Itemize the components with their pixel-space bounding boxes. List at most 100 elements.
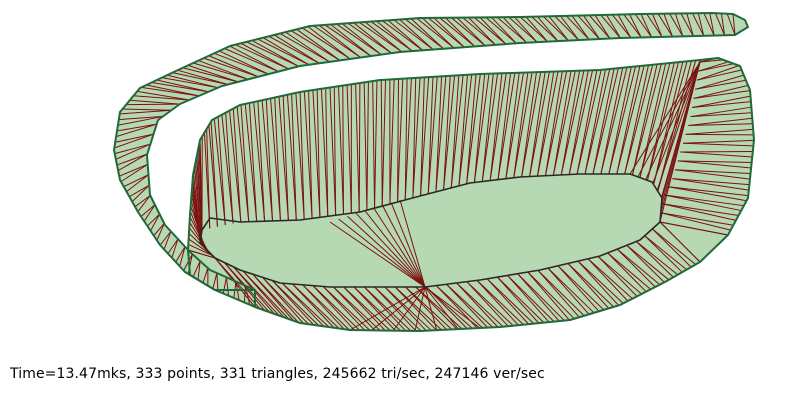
- body-triangle-edge: [299, 91, 305, 220]
- body-triangle-edge: [636, 241, 679, 276]
- band-triangle-edge: [268, 35, 320, 64]
- left-edge: [187, 249, 216, 259]
- body-triangle-edge: [427, 76, 434, 194]
- band-triangle-edge: [153, 223, 165, 236]
- body-triangle-edge: [584, 69, 606, 175]
- band-triangle-edge: [193, 62, 249, 80]
- band-triangle-edge: [213, 52, 269, 75]
- body-triangle-edge: [567, 263, 610, 309]
- body-triangle-edge: [576, 69, 602, 175]
- right-edge: [663, 194, 744, 207]
- body-triangle-edge: [557, 265, 605, 311]
- left-edge: [196, 156, 202, 234]
- body-triangle-edge: [497, 72, 516, 180]
- band-triangle-edge: [129, 99, 180, 105]
- right-edge: [668, 186, 747, 202]
- body-triangle-edge: [236, 106, 250, 222]
- band-triangle-edge: [177, 69, 229, 85]
- fan-edge: [645, 61, 701, 180]
- body-triangle-edge: [278, 96, 289, 221]
- band-triangle-edge: [182, 67, 239, 83]
- body-triangle-edge: [271, 280, 315, 326]
- band-triangle-edge: [203, 57, 259, 78]
- body-triangle-edge: [608, 66, 637, 175]
- body-triangle-edge: [616, 65, 641, 175]
- right-edge: [661, 203, 739, 216]
- band-triangle-edge: [617, 14, 632, 38]
- right-edge: [672, 178, 750, 186]
- band-triangle-edge: [468, 17, 496, 46]
- band-triangle-edge: [246, 41, 299, 67]
- body-triangle-edge: [322, 286, 365, 331]
- right-edge: [688, 117, 753, 127]
- band-triangle-edge: [663, 13, 673, 37]
- band-triangle-edge: [611, 14, 632, 39]
- right-edge: [690, 106, 752, 118]
- body-triangle-edge: [443, 75, 451, 190]
- body-triangle-edge: [229, 110, 242, 223]
- body-triangle-edge: [626, 244, 665, 283]
- body-triangle-edge: [384, 286, 432, 331]
- band-triangle-edge: [359, 21, 403, 53]
- body-triangle-edge: [597, 256, 638, 297]
- body-triangle-edge: [404, 78, 408, 200]
- right-edge: [692, 95, 751, 108]
- band-triangle-edge: [240, 42, 289, 70]
- body-triangle-edge: [653, 61, 684, 185]
- band-triangle-edge: [496, 16, 527, 44]
- body-triangle-edge: [547, 267, 590, 315]
- body-triangle-edge: [521, 72, 537, 177]
- body-triangle-edge: [420, 77, 425, 196]
- body-triangle-edge: [496, 276, 545, 323]
- band-triangle-edge: [703, 13, 715, 36]
- body-triangle-edge: [248, 102, 258, 222]
- band-triangle-edge: [382, 20, 423, 51]
- band-triangle-edge: [122, 108, 172, 111]
- band-triangle-edge: [290, 30, 341, 61]
- band-triangle-edge: [548, 15, 569, 41]
- band-triangle-edge: [508, 16, 538, 43]
- body-triangle-edge: [206, 128, 211, 229]
- body-triangle-edge: [521, 71, 542, 178]
- fan-edge: [637, 61, 701, 178]
- body-triangle-edge: [505, 72, 525, 179]
- body-triangle-edge: [537, 71, 559, 177]
- band-triangle-edge: [143, 204, 156, 222]
- body-triangle-edge: [600, 67, 628, 175]
- band-triangle-edge: [531, 16, 559, 42]
- band-triangle-edge: [479, 17, 507, 45]
- band-triangle-edge: [279, 33, 330, 63]
- band-triangle-edge: [156, 223, 165, 241]
- band-triangle-edge: [114, 143, 151, 155]
- body-triangle-edge: [312, 285, 360, 331]
- band-triangle-edge: [147, 213, 160, 227]
- band-triangle-edge: [560, 15, 580, 41]
- body-triangle-edge: [537, 270, 580, 318]
- band-triangle-edge: [393, 19, 434, 50]
- band-triangle-edge: [416, 17, 455, 49]
- body-triangle-edge: [626, 244, 670, 281]
- band-triangle-edge: [235, 44, 289, 70]
- band-triangle-edge: [387, 19, 424, 51]
- body-triangle-edge: [587, 258, 629, 302]
- body-triangle-edge: [527, 271, 570, 321]
- band-triangle-edge: [175, 246, 186, 263]
- band-triangle-edge: [172, 72, 229, 85]
- band-triangle-edge: [542, 16, 569, 41]
- body-triangle-edge: [415, 286, 458, 330]
- body-triangle-edge: [316, 89, 321, 218]
- body-triangle-edge: [380, 79, 383, 207]
- band-triangle-edge: [634, 13, 653, 38]
- band-triangle-edge: [473, 17, 507, 45]
- band-triangle-edge: [296, 28, 341, 61]
- body-triangle-edge: [505, 72, 520, 179]
- band-triangle-edge: [370, 21, 413, 52]
- body-triangle-edge: [486, 278, 535, 324]
- fan-edge: [399, 199, 426, 288]
- body-triangle-edge: [568, 70, 589, 175]
- body-triangle-edge: [271, 280, 320, 326]
- body-triangle-edge: [427, 76, 438, 194]
- band-triangle-edge: [171, 238, 179, 258]
- hole-fill: [200, 174, 662, 287]
- band-triangle-edge: [117, 153, 148, 171]
